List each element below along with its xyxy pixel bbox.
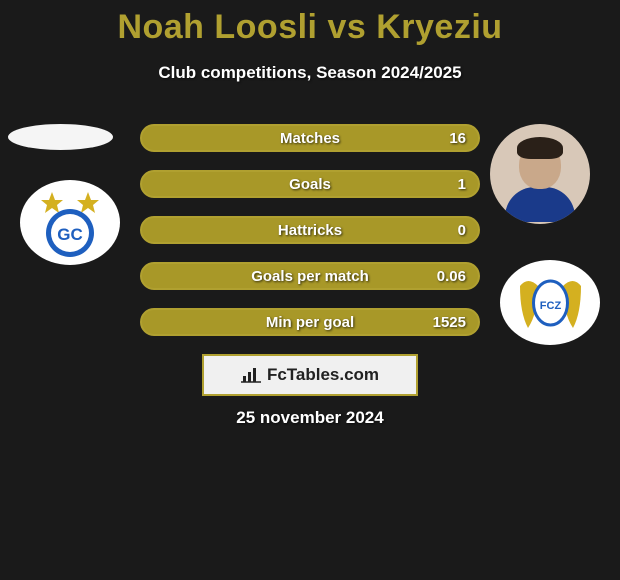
- stat-value-right: 1525: [433, 314, 466, 331]
- stat-bar-matches: Matches 16: [140, 124, 480, 152]
- date-text: 25 november 2024: [0, 408, 620, 428]
- left-club-badge: GC: [20, 180, 120, 265]
- stat-label: Hattricks: [278, 222, 342, 239]
- stat-value-right: 0.06: [437, 268, 466, 285]
- stat-label: Min per goal: [266, 314, 354, 331]
- stat-label: Goals per match: [251, 268, 369, 285]
- player-silhouette-icon: [505, 139, 575, 224]
- stat-bar-goals: Goals 1: [140, 170, 480, 198]
- bar-chart-icon: [241, 366, 263, 384]
- page-title: Noah Loosli vs Kryeziu: [0, 0, 620, 47]
- stat-value-right: 16: [449, 130, 466, 147]
- brand-box: FcTables.com: [202, 354, 418, 396]
- brand-text: FcTables.com: [267, 365, 379, 385]
- stat-bar-min-per-goal: Min per goal 1525: [140, 308, 480, 336]
- left-player-placeholder: [8, 124, 113, 150]
- stat-label: Goals: [289, 176, 331, 193]
- stat-label: Matches: [280, 130, 340, 147]
- right-club-badge: FCZ: [500, 260, 600, 345]
- subtitle: Club competitions, Season 2024/2025: [0, 63, 620, 83]
- stat-value-right: 0: [458, 222, 466, 239]
- stats-bars: Matches 16 Goals 1 Hattricks 0 Goals per…: [140, 124, 480, 354]
- stat-bar-hattricks: Hattricks 0: [140, 216, 480, 244]
- fcz-logo-icon: FCZ: [508, 268, 593, 338]
- stat-value-right: 1: [458, 176, 466, 193]
- svg-text:GC: GC: [57, 225, 83, 244]
- grasshopper-logo-icon: GC: [30, 188, 110, 258]
- stat-bar-goals-per-match: Goals per match 0.06: [140, 262, 480, 290]
- right-player-photo: [490, 124, 590, 224]
- svg-text:FCZ: FCZ: [539, 300, 561, 312]
